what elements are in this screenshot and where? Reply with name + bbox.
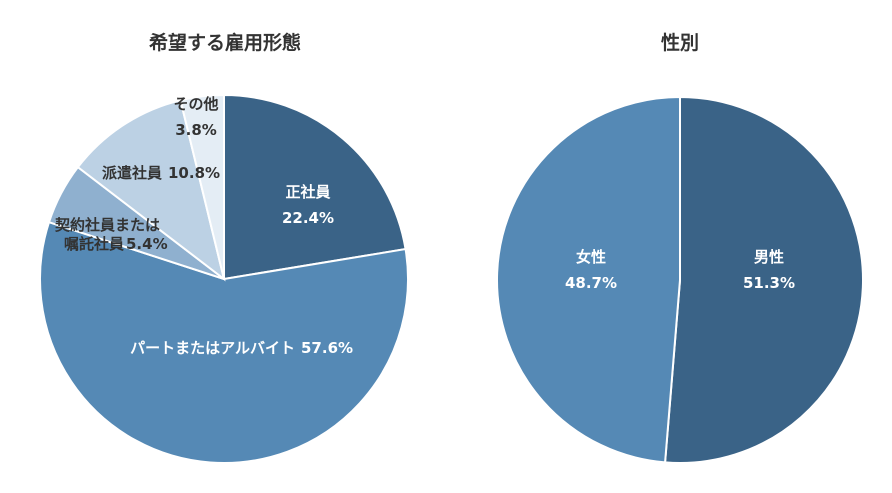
slice-label: その他	[173, 95, 218, 113]
slice-label: 女性	[576, 248, 606, 266]
pie-slice-0-3	[76, 99, 226, 282]
pie-slice-1-0	[663, 95, 864, 464]
slice-label: 男性	[754, 248, 784, 266]
slice-value: 51.3%	[743, 274, 795, 292]
chart-title-employment: 希望する雇用形態	[148, 32, 301, 54]
slice-value: 3.8%	[175, 121, 217, 139]
pie-slice-0-1	[39, 220, 409, 464]
slice-value: 22.4%	[282, 209, 334, 227]
slice-value: 5.4%	[126, 235, 168, 253]
slice-label: 正社員	[285, 183, 330, 201]
chart-title-gender: 性別	[660, 32, 699, 54]
pie-slice-0-0	[223, 93, 407, 281]
slice-label: 契約社員または	[54, 216, 160, 234]
slice-label: パートまたはアルバイト	[130, 339, 295, 357]
pie-slice-1-1	[496, 95, 681, 464]
slice-label: 派遣社員	[102, 164, 162, 182]
slice-value: 48.7%	[565, 274, 617, 292]
pie-slice-0-4	[179, 93, 225, 280]
slice-value: 57.6%	[301, 339, 353, 357]
slice-label: 嘱託社員	[64, 235, 124, 253]
slice-value: 10.8%	[168, 164, 220, 182]
